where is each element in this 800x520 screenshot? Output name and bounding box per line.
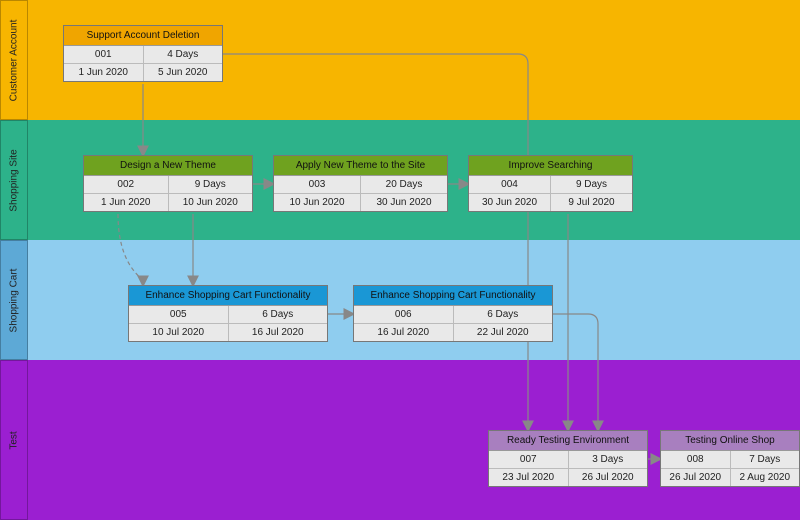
node-end: 10 Jun 2020: [169, 194, 253, 211]
node-code: 001: [64, 46, 144, 64]
node-end: 9 Jul 2020: [551, 194, 632, 211]
node-duration: 3 Days: [569, 451, 648, 469]
node-n001[interactable]: Support Account Deletion0014 Days1 Jun 2…: [63, 25, 223, 82]
node-n003[interactable]: Apply New Theme to the Site00320 Days10 …: [273, 155, 448, 212]
node-duration: 9 Days: [169, 176, 253, 194]
node-n007[interactable]: Ready Testing Environment0073 Days23 Jul…: [488, 430, 648, 487]
lane-label-text: Customer Account: [9, 19, 20, 101]
node-title: Enhance Shopping Cart Functionality: [129, 286, 327, 306]
node-end: 30 Jun 2020: [361, 194, 447, 211]
node-start: 1 Jun 2020: [84, 194, 169, 211]
swimlane-canvas: Support Account Deletion0014 Days1 Jun 2…: [28, 0, 800, 520]
node-code: 003: [274, 176, 361, 194]
node-start: 16 Jul 2020: [354, 324, 454, 341]
node-title: Ready Testing Environment: [489, 431, 647, 451]
node-code: 006: [354, 306, 454, 324]
lane-label-text: Shopping Site: [9, 149, 20, 211]
node-n002[interactable]: Design a New Theme0029 Days1 Jun 202010 …: [83, 155, 253, 212]
node-end: 22 Jul 2020: [454, 324, 553, 341]
node-end: 26 Jul 2020: [569, 469, 648, 486]
lane-label-text: Shopping Cart: [9, 268, 20, 332]
node-code: 008: [661, 451, 731, 469]
node-n004[interactable]: Improve Searching0049 Days30 Jun 20209 J…: [468, 155, 633, 212]
node-title: Improve Searching: [469, 156, 632, 176]
lane-label-text: Test: [9, 431, 20, 449]
lane-label-customer-account: Customer Account: [0, 0, 28, 120]
node-title: Testing Online Shop: [661, 431, 799, 451]
swimlane-labels: Customer Account Shopping Site Shopping Ca…: [0, 0, 28, 520]
lane-label-shopping-site: Shopping Site: [0, 120, 28, 240]
node-code: 004: [469, 176, 551, 194]
lane-label-test: Test: [0, 360, 28, 520]
node-end: 16 Jul 2020: [229, 324, 328, 341]
lane-label-shopping-cart: Shopping Cart: [0, 240, 28, 360]
node-start: 30 Jun 2020: [469, 194, 551, 211]
node-start: 23 Jul 2020: [489, 469, 569, 486]
node-start: 10 Jul 2020: [129, 324, 229, 341]
node-n006[interactable]: Enhance Shopping Cart Functionality0066 …: [353, 285, 553, 342]
node-title: Enhance Shopping Cart Functionality: [354, 286, 552, 306]
node-duration: 4 Days: [144, 46, 223, 64]
node-end: 5 Jun 2020: [144, 64, 223, 81]
node-start: 1 Jun 2020: [64, 64, 144, 81]
node-n005[interactable]: Enhance Shopping Cart Functionality0056 …: [128, 285, 328, 342]
node-start: 26 Jul 2020: [661, 469, 731, 486]
node-duration: 9 Days: [551, 176, 632, 194]
node-start: 10 Jun 2020: [274, 194, 361, 211]
node-code: 007: [489, 451, 569, 469]
node-title: Support Account Deletion: [64, 26, 222, 46]
node-title: Apply New Theme to the Site: [274, 156, 447, 176]
node-title: Design a New Theme: [84, 156, 252, 176]
node-duration: 6 Days: [454, 306, 553, 324]
node-duration: 7 Days: [731, 451, 800, 469]
node-duration: 20 Days: [361, 176, 447, 194]
node-code: 002: [84, 176, 169, 194]
node-duration: 6 Days: [229, 306, 328, 324]
node-end: 2 Aug 2020: [731, 469, 800, 486]
node-n008[interactable]: Testing Online Shop0087 Days26 Jul 20202…: [660, 430, 800, 487]
node-code: 005: [129, 306, 229, 324]
